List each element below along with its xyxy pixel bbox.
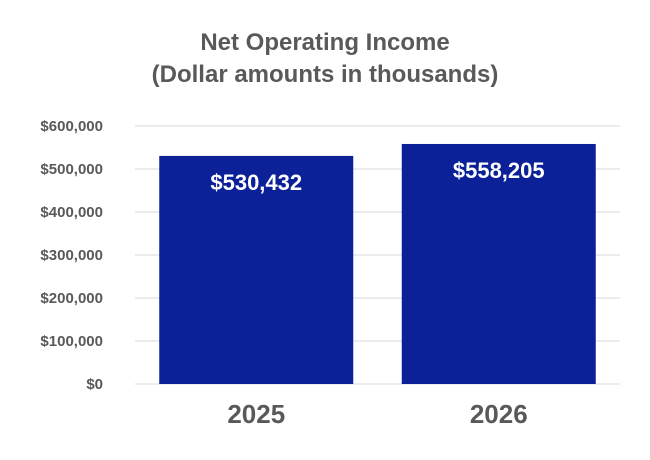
x-axis-ticks: 2025 2026: [227, 399, 527, 429]
data-label: $530,432: [210, 170, 302, 195]
y-tick-label: $100,000: [40, 333, 103, 350]
y-tick-label: $300,000: [40, 247, 103, 264]
chart-title: Net Operating Income: [200, 29, 449, 56]
y-tick-label: $400,000: [40, 204, 103, 221]
bar-2026: [401, 143, 596, 384]
y-tick-label: $600,000: [40, 118, 103, 135]
y-tick-label: $200,000: [40, 290, 103, 307]
x-tick-label: 2025: [227, 399, 285, 429]
bar-2025: [159, 155, 354, 384]
data-label: $558,205: [453, 158, 545, 183]
bars: [159, 143, 596, 384]
y-tick-label: $0: [86, 376, 103, 393]
x-tick-label: 2026: [470, 399, 528, 429]
chart-subtitle: (Dollar amounts in thousands): [152, 61, 499, 88]
data-labels: $530,432 $558,205: [210, 158, 544, 195]
y-tick-label: $500,000: [40, 161, 103, 178]
y-axis-ticks: $0 $100,000 $200,000 $300,000 $400,000 $500,0…: [40, 118, 103, 393]
